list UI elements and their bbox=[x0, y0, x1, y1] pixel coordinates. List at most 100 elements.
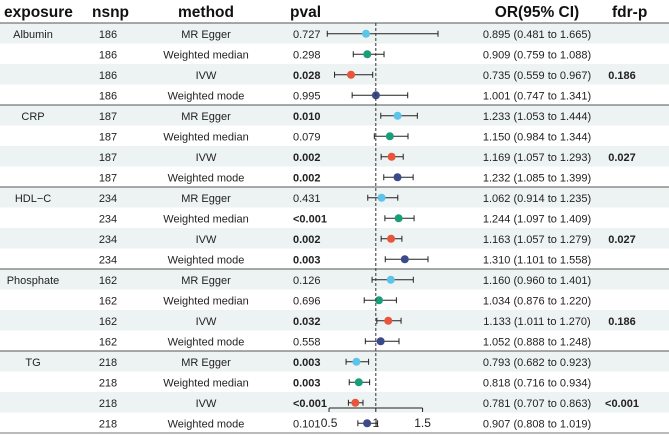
method-cell: Weighted median bbox=[163, 49, 248, 61]
estimate-point bbox=[374, 296, 383, 305]
fdr-p-cell: 0.186 bbox=[608, 316, 636, 328]
exposure-label: HDL−C bbox=[15, 193, 51, 205]
nsnp-cell: 162 bbox=[99, 316, 117, 328]
or-ci-cell: 1.163 (1.057 to 1.279) bbox=[483, 234, 591, 246]
header-pval: pval bbox=[290, 4, 321, 21]
or-ci-cell: 1.052 (0.888 to 1.248) bbox=[483, 336, 591, 348]
row-shading bbox=[0, 269, 669, 290]
method-cell: IVW bbox=[196, 70, 217, 82]
estimate-point bbox=[384, 316, 393, 325]
method-cell: IVW bbox=[196, 152, 217, 164]
group-separator-lines bbox=[0, 22, 669, 434]
nsnp-cell: 162 bbox=[99, 275, 117, 287]
pval-cell: 0.558 bbox=[293, 336, 321, 348]
pval-cell: 0.079 bbox=[293, 131, 321, 143]
exposure-label: TG bbox=[25, 357, 40, 369]
estimate-point bbox=[376, 337, 385, 346]
method-cell: MR Egger bbox=[181, 111, 231, 123]
method-cell: Weighted mode bbox=[168, 336, 245, 348]
or-ci-cell: 1.244 (1.097 to 1.409) bbox=[483, 213, 591, 225]
pval-cell: 0.010 bbox=[293, 111, 321, 123]
pval-cell: 0.002 bbox=[293, 172, 321, 184]
row-shading bbox=[0, 187, 669, 208]
or-ci-cell: 0.793 (0.682 to 0.923) bbox=[483, 357, 591, 369]
estimate-point bbox=[387, 152, 396, 161]
fdr-p-cell: 0.027 bbox=[608, 234, 636, 246]
exposure-label: Albumin bbox=[13, 29, 53, 41]
column-header-row: exposure nsnp method pval OR(95% CI) fdr… bbox=[4, 4, 647, 21]
pval-cell: <0.001 bbox=[293, 213, 327, 225]
nsnp-cell: 218 bbox=[99, 377, 117, 389]
pval-cell: 0.431 bbox=[293, 193, 321, 205]
method-cell: IVW bbox=[196, 234, 217, 246]
method-cell: Weighted median bbox=[163, 377, 248, 389]
nsnp-cell: 162 bbox=[99, 336, 117, 348]
pval-cell: 0.727 bbox=[293, 29, 321, 41]
pval-cell: 0.032 bbox=[293, 316, 321, 328]
or-ci-cell: 0.895 (0.481 to 1.665) bbox=[483, 29, 591, 41]
method-cell: Weighted mode bbox=[168, 90, 245, 102]
exposure-label: CRP bbox=[21, 111, 44, 123]
estimate-point bbox=[394, 214, 403, 223]
pval-cell: 0.298 bbox=[293, 49, 321, 61]
or-ci-cell: 0.735 (0.559 to 0.967) bbox=[483, 70, 591, 82]
or-ci-cell: 1.001 (0.747 to 1.341) bbox=[483, 90, 591, 102]
or-ci-cell: 1.034 (0.876 to 1.220) bbox=[483, 295, 591, 307]
or-ci-cell: 1.233 (1.053 to 1.444) bbox=[483, 111, 591, 123]
or-ci-cell: 0.909 (0.759 to 1.088) bbox=[483, 49, 591, 61]
or-ci-cell: 0.818 (0.716 to 0.934) bbox=[483, 377, 591, 389]
estimate-point bbox=[393, 111, 402, 120]
pval-cell: 0.995 bbox=[293, 90, 321, 102]
estimate-point bbox=[347, 70, 356, 79]
nsnp-cell: 186 bbox=[99, 49, 117, 61]
method-cell: Weighted mode bbox=[168, 172, 245, 184]
row-shading bbox=[0, 146, 669, 167]
nsnp-cell: 218 bbox=[99, 398, 117, 410]
nsnp-cell: 234 bbox=[99, 234, 117, 246]
header-fdr-p: fdr-p bbox=[612, 4, 647, 21]
fdr-p-cell: 0.186 bbox=[608, 70, 636, 82]
or-ci-cell: 1.169 (1.057 to 1.293) bbox=[483, 152, 591, 164]
estimate-point bbox=[354, 378, 363, 387]
method-cell: MR Egger bbox=[181, 193, 231, 205]
x-axis: 0.5 1 1.5 bbox=[321, 407, 431, 430]
estimate-point bbox=[352, 357, 361, 366]
method-cell: Weighted mode bbox=[168, 418, 245, 430]
exposure-label: Phosphate bbox=[7, 275, 60, 287]
nsnp-cell: 234 bbox=[99, 193, 117, 205]
pval-cell: 0.126 bbox=[293, 275, 321, 287]
row-shading bbox=[0, 310, 669, 331]
nsnp-cell: 218 bbox=[99, 418, 117, 430]
header-or-ci: OR(95% CI) bbox=[495, 4, 579, 21]
estimate-point bbox=[386, 275, 395, 284]
or-ci-cell: 1.062 (0.914 to 1.235) bbox=[483, 193, 591, 205]
method-cell: MR Egger bbox=[181, 29, 231, 41]
estimate-point bbox=[387, 234, 396, 243]
header-nsnp: nsnp bbox=[92, 4, 129, 21]
pval-cell: 0.002 bbox=[293, 152, 321, 164]
or-ci-cell: 1.150 (0.984 to 1.344) bbox=[483, 131, 591, 143]
pval-cell: 0.003 bbox=[293, 357, 321, 369]
header-method: method bbox=[178, 4, 234, 21]
estimate-point bbox=[351, 398, 360, 407]
or-ci-cell: 1.133 (1.011 to 1.270) bbox=[483, 316, 590, 328]
method-cell: MR Egger bbox=[181, 357, 231, 369]
nsnp-cell: 162 bbox=[99, 295, 117, 307]
or-ci-cell: 0.907 (0.808 to 1.019) bbox=[483, 418, 591, 430]
fdr-p-cell: <0.001 bbox=[605, 398, 639, 410]
or-ci-cell: 1.310 (1.101 to 1.558) bbox=[483, 254, 591, 266]
method-cell: Weighted median bbox=[163, 213, 248, 225]
forest-marks-layer bbox=[326, 23, 439, 428]
x-axis-tick-label: 1.5 bbox=[414, 416, 431, 430]
estimate-point bbox=[361, 29, 370, 38]
pval-cell: 0.003 bbox=[293, 254, 321, 266]
nsnp-cell: 186 bbox=[99, 70, 117, 82]
pval-cell: 0.028 bbox=[293, 70, 321, 82]
method-cell: IVW bbox=[196, 316, 217, 328]
row-shading bbox=[0, 392, 669, 413]
method-cell: Weighted median bbox=[163, 131, 248, 143]
table-text-layer: Albumin 186 MR Egger 0.727 0.895 (0.481 to 1… bbox=[7, 29, 639, 431]
estimate-point bbox=[377, 193, 386, 202]
row-shading bbox=[0, 105, 669, 126]
